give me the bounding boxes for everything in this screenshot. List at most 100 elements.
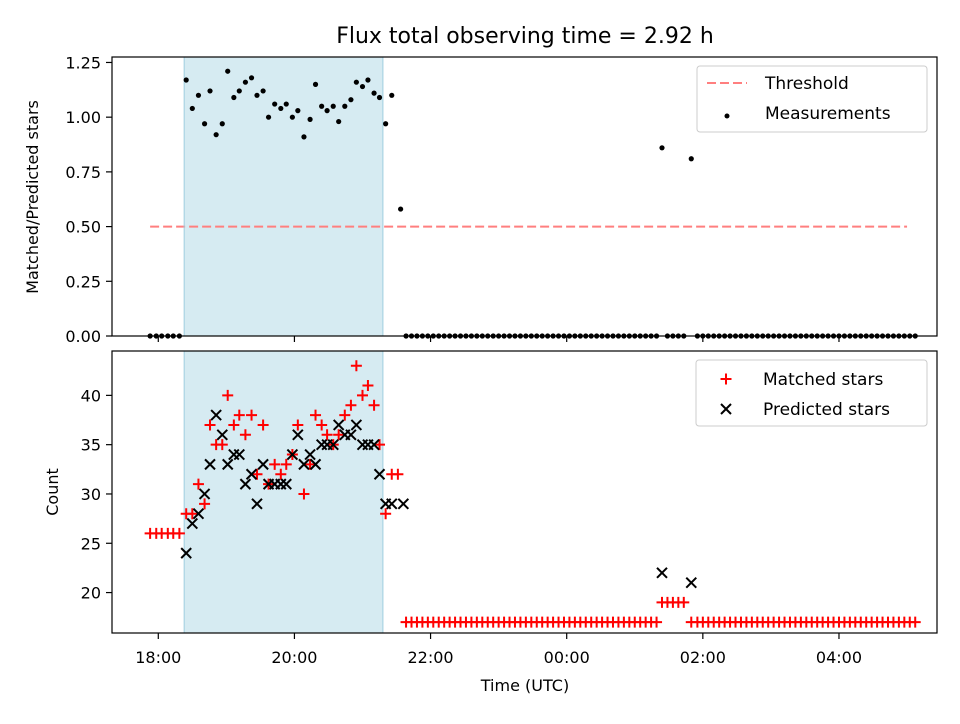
x-tick-label: 04:00 (816, 648, 862, 667)
matched-star-point (233, 409, 245, 421)
predicted-star-point (216, 429, 228, 441)
top-x-ticks (157, 336, 840, 342)
matched-star-point (257, 419, 269, 431)
x-axis-label: Time (UTC) (480, 676, 569, 695)
measurement-point (342, 103, 348, 109)
y-tick-label: 0.00 (65, 327, 101, 346)
predicted-star-point (233, 448, 245, 461)
measurement-point (336, 118, 342, 125)
matched-star-point (909, 616, 921, 628)
measurement-point (688, 156, 694, 162)
predicted-star-point (304, 448, 316, 461)
measurement-point (289, 114, 295, 120)
x-tick-label: 00:00 (544, 648, 590, 667)
matched-star-point (228, 419, 240, 431)
legend-plus-marker (720, 373, 732, 385)
top-ylabel: Matched/Predicted stars (23, 100, 42, 294)
bottom-panel: 20 25 30 35 40 18:00 20:00 22:00 00:00 02:00 04:0… (43, 350, 938, 695)
matched-star-point (292, 419, 304, 431)
y-tick-label: 20 (81, 584, 101, 603)
top-y-ticks: 0.00 0.25 0.50 0.75 1.00 1.25 (65, 53, 112, 346)
predicted-star-point (239, 478, 252, 490)
measurement-point (307, 116, 313, 122)
x-tick-label: 18:00 (135, 648, 181, 667)
y-tick-label: 1.00 (65, 108, 101, 127)
predicted-star-point (210, 409, 222, 421)
matched-star-point (173, 527, 185, 539)
matched-star-point (239, 429, 251, 441)
measurement-point (248, 75, 255, 81)
measurement-point (265, 114, 272, 120)
predicted-star-point (685, 577, 697, 589)
y-tick-label: 40 (81, 386, 101, 405)
matched-star-point (345, 399, 357, 411)
bottom-y-ticks: 20 25 30 35 40 (81, 386, 112, 603)
matched-star-point (380, 508, 392, 520)
bottom-observing-window (184, 351, 383, 633)
bottom-axes-frame (111, 350, 938, 634)
measurement-point (312, 81, 319, 87)
predicted-star-point (192, 507, 205, 520)
y-tick-label: 0.75 (65, 163, 101, 182)
measurement-point (272, 101, 278, 107)
matched-star-point (333, 429, 345, 441)
count-points (144, 351, 921, 633)
y-tick-label: 0.50 (65, 218, 101, 237)
legend-matched-swatch (720, 373, 732, 385)
predicted-star-point (204, 458, 216, 471)
measurement-point (659, 145, 665, 151)
matched-star-point (186, 508, 198, 520)
measurement-point (376, 94, 383, 101)
matched-star-point (216, 439, 228, 451)
predicted-star-point (332, 419, 345, 431)
matched-star-point (222, 389, 234, 401)
matched-star-point (651, 616, 663, 628)
measurement-point (219, 121, 225, 127)
measurement-point (195, 92, 202, 98)
measurement-point (389, 92, 395, 98)
predicted-star-point (345, 429, 357, 441)
measurement-point (207, 88, 213, 94)
x-tick-label: 20:00 (271, 648, 317, 667)
bottom-x-ticks: 18:00 20:00 22:00 00:00 02:00 04:00 (135, 633, 862, 667)
matched-star-point (269, 458, 281, 470)
x-tick-label: 22:00 (408, 648, 454, 667)
y-tick-label: 0.25 (65, 272, 101, 291)
top-legend-box (696, 65, 928, 133)
legend-threshold-label: Threshold (764, 74, 849, 94)
bottom-ylabel: Count (43, 468, 62, 516)
predicted-star-point (309, 458, 322, 471)
matched-star-point (339, 409, 351, 421)
y-tick-label: 1.25 (65, 53, 101, 72)
measurement-point (348, 97, 354, 103)
matched-star-point (298, 488, 310, 500)
predicted-star-point (386, 498, 398, 510)
measurement-point (324, 108, 330, 114)
predicted-star-point (245, 468, 258, 480)
measurement-point (319, 103, 325, 109)
predicted-star-point (186, 517, 199, 530)
matched-star-point (280, 458, 292, 470)
matched-star-point (304, 458, 316, 470)
matched-star-point (678, 596, 690, 608)
matched-star-point (204, 419, 216, 431)
top-observing-window (184, 57, 383, 336)
legend-measurements-label: Measurements (765, 104, 891, 124)
measurement-point (353, 79, 359, 85)
measurement-point (254, 92, 260, 98)
matched-star-point (246, 409, 258, 421)
matched-star-point (316, 419, 328, 431)
predicted-star-point (292, 429, 304, 441)
top-axes-frame (111, 56, 938, 337)
predicted-star-point (373, 468, 386, 480)
matched-star-point (251, 468, 263, 480)
predicted-star-point (656, 567, 668, 579)
measurement-point (301, 134, 307, 140)
bottom-legend-box (695, 359, 928, 427)
matched-star-point (321, 429, 333, 441)
chart-title: Flux total observing time = 2.92 h (336, 24, 714, 49)
measurement-point (398, 206, 404, 212)
matched-star-point (374, 439, 386, 451)
predicted-star-point (298, 458, 310, 471)
matched-star-point (310, 409, 322, 421)
